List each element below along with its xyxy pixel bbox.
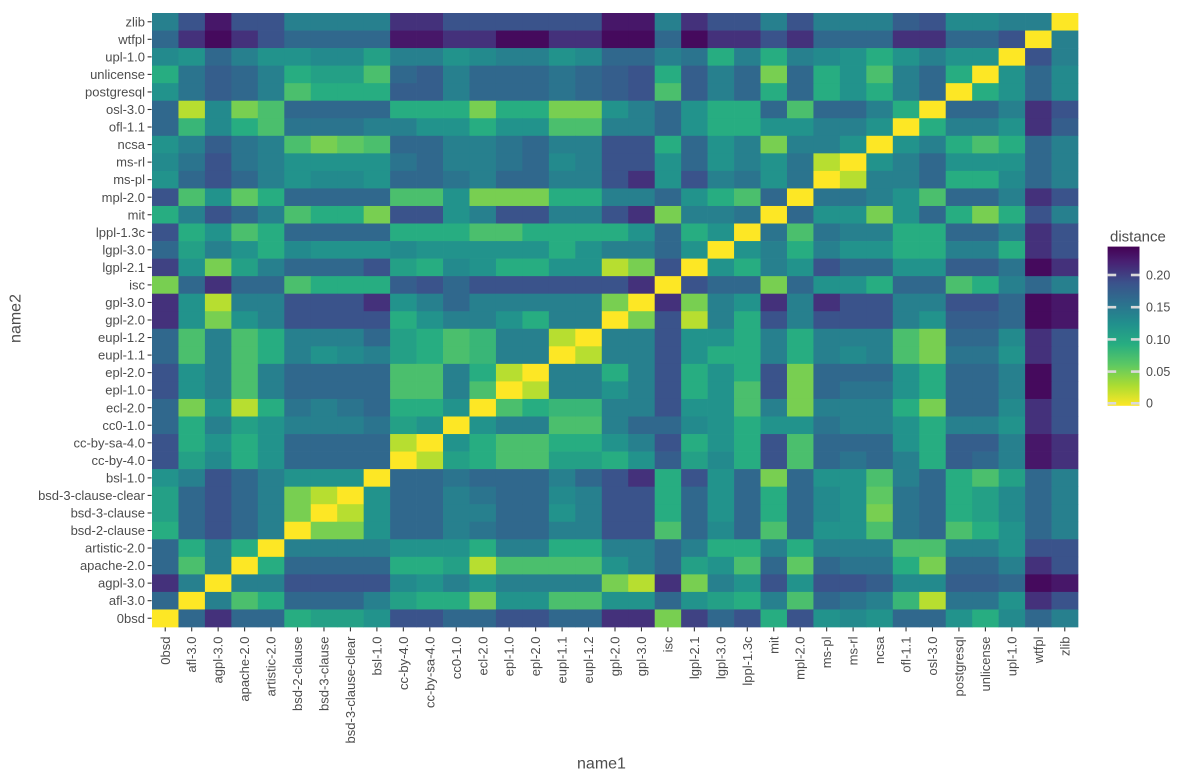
svg-text:bsd-2-clause: bsd-2-clause	[71, 523, 145, 538]
svg-text:osl-3.0: osl-3.0	[106, 102, 145, 117]
svg-text:isc: isc	[660, 636, 675, 652]
svg-text:gpl-3.0: gpl-3.0	[634, 637, 649, 677]
svg-text:ecl-2.0: ecl-2.0	[106, 400, 145, 415]
svg-text:cc0-1.0: cc0-1.0	[102, 418, 145, 433]
svg-text:bsd-2-clause: bsd-2-clause	[290, 637, 305, 711]
svg-text:upl-1.0: upl-1.0	[1004, 637, 1019, 677]
svg-text:epl-2.0: epl-2.0	[528, 637, 543, 677]
svg-text:0bsd: 0bsd	[158, 637, 173, 665]
svg-text:bsl-1.0: bsl-1.0	[106, 470, 145, 485]
svg-text:ms-rl: ms-rl	[846, 636, 861, 665]
svg-text:agpl-3.0: agpl-3.0	[211, 637, 226, 684]
svg-text:ncsa: ncsa	[872, 636, 887, 664]
svg-text:bsd-3-clause: bsd-3-clause	[71, 506, 145, 521]
svg-text:epl-2.0: epl-2.0	[105, 365, 145, 380]
svg-text:ofl-1.1: ofl-1.1	[899, 637, 914, 673]
svg-text:0: 0	[1146, 397, 1153, 411]
svg-text:cc0-1.0: cc0-1.0	[449, 637, 464, 680]
svg-text:ms-pl: ms-pl	[819, 636, 834, 668]
svg-text:mit: mit	[128, 207, 146, 222]
svg-text:artistic-2.0: artistic-2.0	[264, 637, 279, 697]
svg-text:unlicense: unlicense	[978, 637, 993, 692]
svg-text:ms-pl: ms-pl	[113, 172, 145, 187]
svg-text:mpl-2.0: mpl-2.0	[793, 637, 808, 680]
svg-text:upl-1.0: upl-1.0	[105, 49, 145, 64]
svg-text:lppl-1.3c: lppl-1.3c	[740, 636, 755, 686]
svg-text:cc-by-sa-4.0: cc-by-sa-4.0	[73, 435, 145, 450]
svg-text:ms-rl: ms-rl	[116, 155, 145, 170]
svg-text:0.15: 0.15	[1146, 301, 1170, 315]
svg-text:isc: isc	[129, 277, 145, 292]
svg-text:postgresql: postgresql	[85, 84, 145, 99]
svg-text:bsd-3-clause-clear: bsd-3-clause-clear	[343, 636, 358, 744]
svg-text:cc-by-sa-4.0: cc-by-sa-4.0	[422, 637, 437, 709]
svg-text:epl-1.0: epl-1.0	[105, 383, 145, 398]
svg-text:eupl-1.2: eupl-1.2	[581, 637, 596, 684]
svg-text:apache-2.0: apache-2.0	[80, 558, 145, 573]
svg-text:afl-3.0: afl-3.0	[184, 637, 199, 673]
svg-text:apache-2.0: apache-2.0	[237, 637, 252, 702]
svg-text:gpl-2.0: gpl-2.0	[608, 637, 623, 677]
svg-text:postgresql: postgresql	[951, 636, 966, 696]
svg-text:0bsd: 0bsd	[117, 611, 145, 626]
svg-text:mpl-2.0: mpl-2.0	[102, 190, 145, 205]
svg-text:afl-3.0: afl-3.0	[109, 593, 145, 608]
svg-text:mit: mit	[766, 636, 781, 654]
svg-text:0.20: 0.20	[1146, 268, 1170, 282]
svg-text:eupl-1.1: eupl-1.1	[98, 348, 145, 363]
svg-text:lgpl-3.0: lgpl-3.0	[713, 637, 728, 680]
svg-text:cc-by-4.0: cc-by-4.0	[396, 637, 411, 690]
svg-text:lgpl-3.0: lgpl-3.0	[102, 242, 145, 257]
svg-text:wtfpl: wtfpl	[1031, 636, 1046, 664]
svg-text:lgpl-2.1: lgpl-2.1	[687, 637, 702, 680]
svg-text:epl-1.0: epl-1.0	[502, 637, 517, 677]
svg-text:agpl-3.0: agpl-3.0	[98, 576, 145, 591]
svg-text:zlib: zlib	[125, 14, 145, 29]
svg-text:artistic-2.0: artistic-2.0	[85, 541, 145, 556]
svg-text:unlicense: unlicense	[90, 67, 145, 82]
svg-text:bsd-3-clause-clear: bsd-3-clause-clear	[38, 488, 146, 503]
svg-text:name1: name1	[577, 756, 626, 773]
svg-text:zlib: zlib	[1057, 637, 1072, 657]
svg-text:ecl-2.0: ecl-2.0	[475, 637, 490, 676]
svg-text:distance: distance	[1110, 229, 1166, 246]
svg-text:bsl-1.0: bsl-1.0	[369, 637, 384, 676]
svg-text:0.05: 0.05	[1146, 365, 1170, 379]
svg-text:name2: name2	[8, 294, 25, 343]
svg-text:ncsa: ncsa	[118, 137, 146, 152]
svg-text:osl-3.0: osl-3.0	[925, 637, 940, 676]
svg-text:lppl-1.3c: lppl-1.3c	[96, 225, 146, 240]
svg-text:ofl-1.1: ofl-1.1	[109, 120, 145, 135]
svg-text:gpl-3.0: gpl-3.0	[105, 295, 145, 310]
svg-text:lgpl-2.1: lgpl-2.1	[102, 260, 145, 275]
svg-text:eupl-1.2: eupl-1.2	[98, 330, 145, 345]
svg-text:eupl-1.1: eupl-1.1	[555, 637, 570, 684]
svg-text:wtfpl: wtfpl	[117, 32, 145, 47]
svg-text:gpl-2.0: gpl-2.0	[105, 313, 145, 328]
svg-text:cc-by-4.0: cc-by-4.0	[92, 453, 145, 468]
svg-text:0.10: 0.10	[1146, 333, 1170, 347]
svg-text:bsd-3-clause: bsd-3-clause	[317, 637, 332, 711]
